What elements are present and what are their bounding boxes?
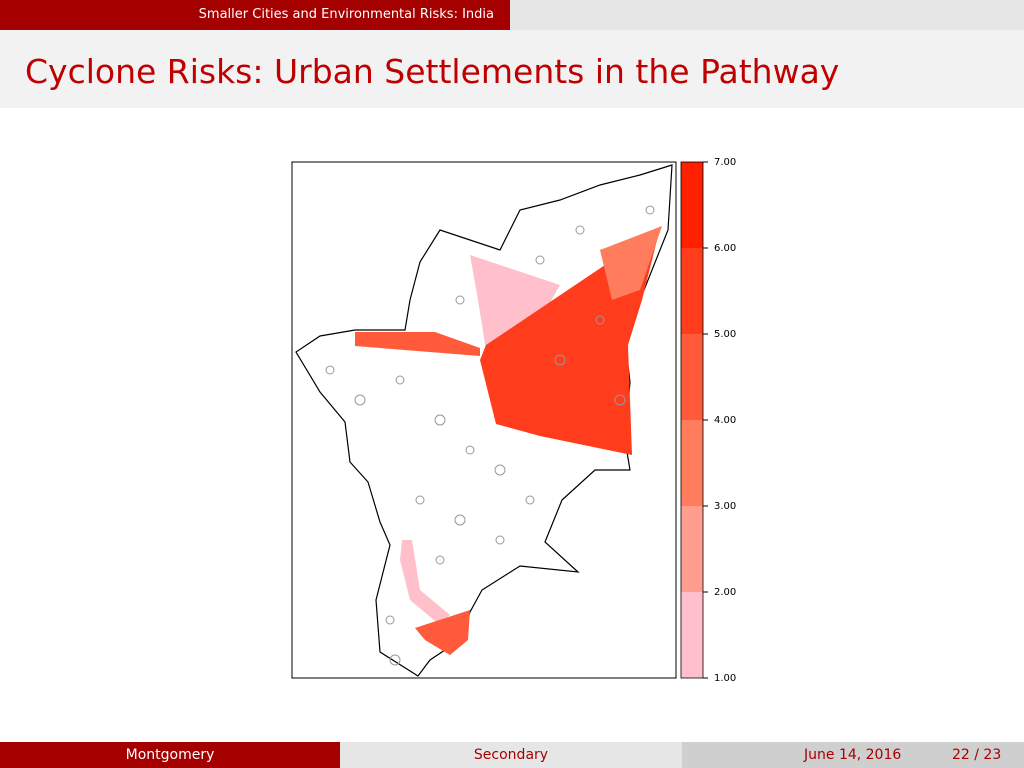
header-bar [510, 0, 1024, 30]
section-tab[interactable]: Smaller Cities and Environmental Risks: … [0, 0, 510, 30]
risk-zone-low [470, 255, 560, 355]
legend-tick-label: 2.00 [714, 587, 736, 598]
footer-date: June 14, 2016 [804, 747, 902, 763]
map-figure: 1.00 2.00 3.00 4.00 5.00 6.00 7.00 [291, 157, 736, 684]
legend-tick-label: 5.00 [714, 329, 736, 340]
legend-band [681, 162, 703, 248]
slide-title: Cyclone Risks: Urban Settlements in the … [25, 52, 840, 91]
legend-tick-label: 1.00 [714, 673, 736, 684]
legend-tick-label: 7.00 [714, 157, 736, 168]
settlements [325, 205, 655, 666]
section-title: Smaller Cities and Environmental Risks: … [198, 7, 494, 22]
page-number: 22 / 23 [952, 747, 1002, 763]
footer-author: Montgomery [0, 742, 340, 768]
legend-band [681, 592, 703, 678]
legend-band [681, 334, 703, 420]
legend-band [681, 506, 703, 592]
legend-tick-label: 3.00 [714, 501, 736, 512]
risk-zone-mid [600, 226, 662, 300]
risk-zone-south-low [400, 540, 450, 625]
legend-band [681, 420, 703, 506]
legend-band [681, 248, 703, 334]
footer-subtitle: Secondary [340, 742, 682, 768]
title-band [0, 30, 1024, 108]
legend-tick-label: 6.00 [714, 243, 736, 254]
color-legend: 1.00 2.00 3.00 4.00 5.00 6.00 7.00 [680, 157, 736, 684]
legend-tick-label: 4.00 [714, 415, 736, 426]
footer-right: June 14, 2016 22 / 23 [682, 742, 1024, 768]
risk-zone-south [415, 610, 470, 655]
risk-zone-west [355, 332, 480, 356]
